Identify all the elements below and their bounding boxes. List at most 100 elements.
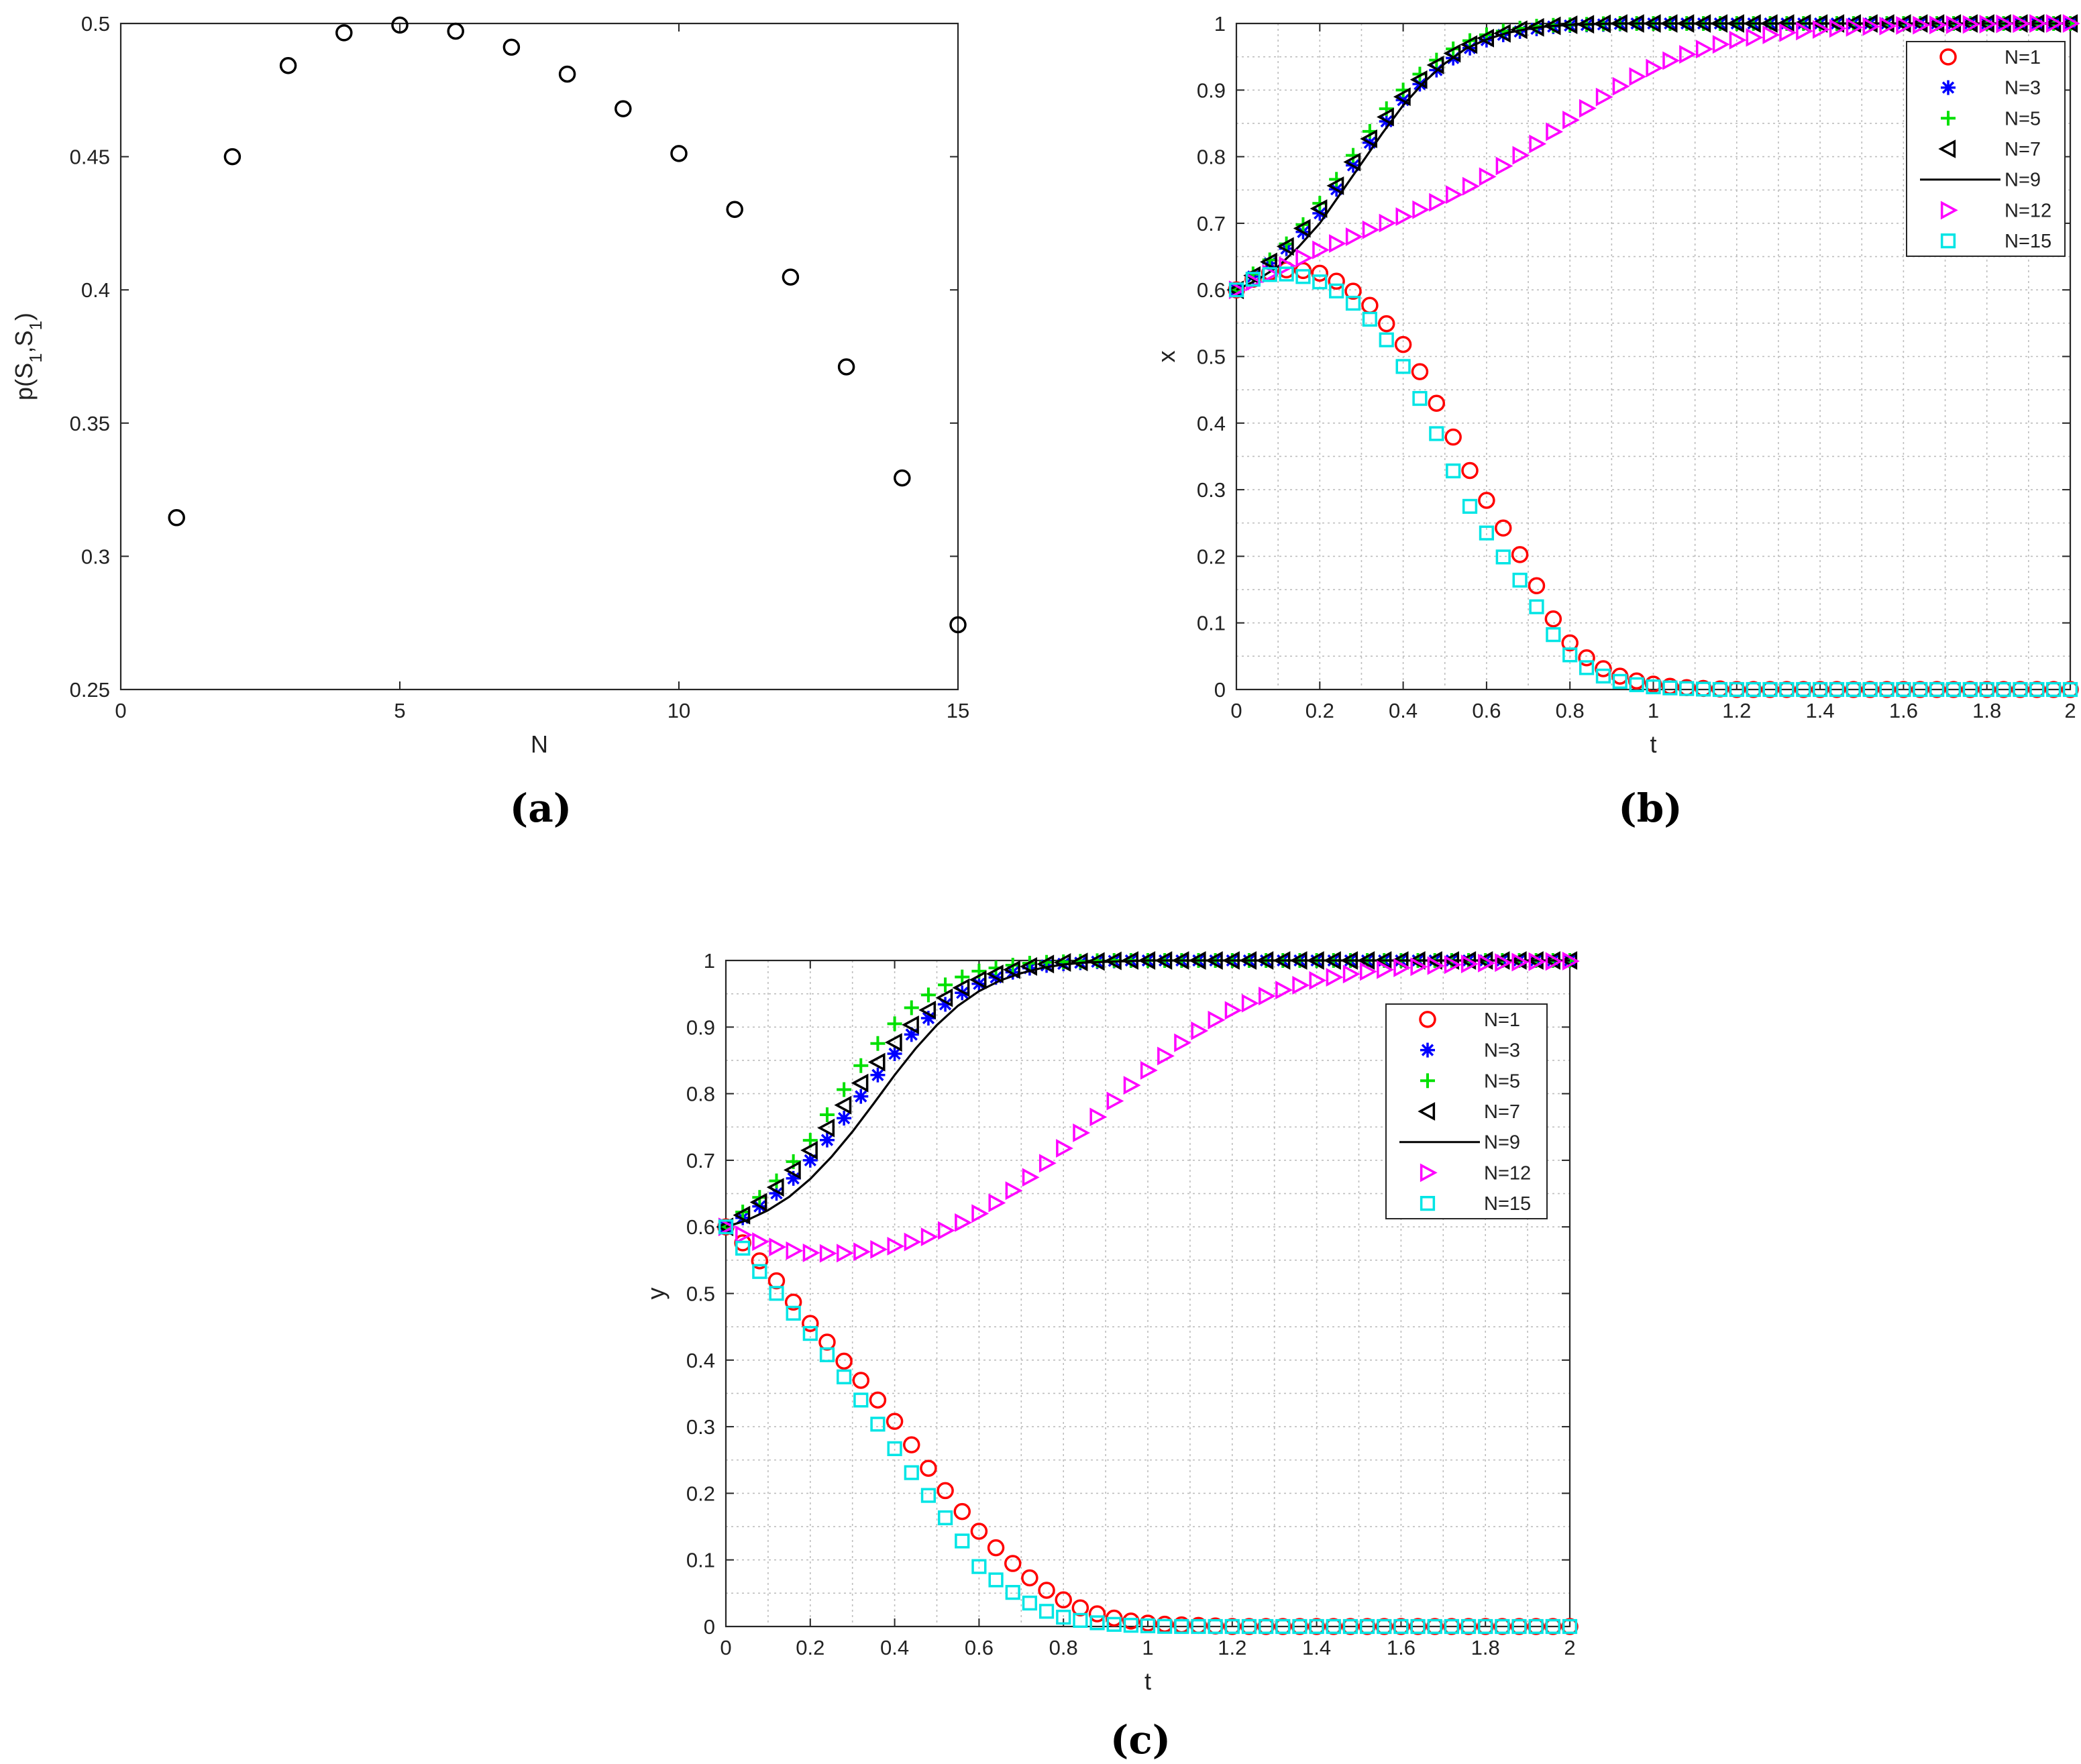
data-point [1379, 332, 1394, 347]
data-point [751, 1252, 769, 1270]
legend-marker [1938, 140, 1956, 158]
data-point [1829, 19, 1847, 38]
data-point [1579, 99, 1597, 118]
data-point [1174, 1033, 1192, 1052]
data-point [1712, 35, 1730, 54]
data-point [2062, 14, 2080, 33]
data-point [937, 1482, 954, 1500]
x-axis-label: N [531, 730, 548, 758]
data-point [1462, 498, 1478, 514]
data-point [1945, 681, 1962, 698]
data-point [1412, 390, 1428, 406]
legend-marker [1419, 1011, 1436, 1028]
data-point [988, 1193, 1006, 1213]
data-point [1073, 1612, 1088, 1628]
data-point [1106, 1616, 1122, 1632]
y-tick-label: 0.3 [1197, 478, 1226, 502]
data-point [1446, 185, 1463, 205]
legend-marker [1420, 1042, 1435, 1058]
data-point [1359, 962, 1377, 981]
data-point [1208, 1618, 1223, 1635]
data-point [1293, 219, 1311, 238]
data-point [870, 1036, 886, 1051]
data-point [1241, 1618, 1257, 1635]
series-n15 [1228, 266, 2078, 698]
data-point [1779, 23, 1797, 42]
data-point [786, 1305, 801, 1321]
data-point [1562, 952, 1580, 971]
x-axis-label: t [1650, 730, 1656, 758]
data-point [1073, 1123, 1091, 1142]
series-p [168, 16, 967, 634]
legend-label: N=3 [2005, 78, 2041, 99]
data-point [1762, 681, 1778, 698]
data-point [987, 1539, 1005, 1557]
y-tick-label: 0 [704, 1615, 715, 1639]
data-point [1996, 681, 2011, 698]
data-point [1395, 207, 1413, 226]
y-tick-label: 0.8 [1197, 146, 1226, 169]
data-point [887, 1016, 902, 1032]
data-point [1779, 681, 1795, 698]
data-point [733, 1205, 751, 1225]
data-point [969, 970, 987, 989]
data-point [1979, 15, 1997, 34]
data-point [749, 1193, 767, 1212]
data-point [1427, 1618, 1442, 1635]
data-point [1729, 681, 1744, 698]
data-point [1055, 1591, 1072, 1609]
data-point [1461, 461, 1479, 480]
data-point [1292, 1618, 1308, 1635]
data-point [1879, 681, 1895, 698]
legend-marker [1939, 48, 1957, 66]
y-tick-label: 0.5 [686, 1282, 715, 1306]
data-point [952, 978, 970, 997]
data-point [817, 1118, 835, 1138]
data-point [1495, 953, 1513, 973]
series-n15 [718, 1219, 1578, 1635]
data-point [168, 509, 185, 527]
data-layer [1226, 14, 2080, 698]
data-point [2046, 681, 2062, 698]
legend-box [1906, 41, 2066, 257]
data-point [2062, 681, 2078, 698]
y-tick-label: 0.9 [1197, 78, 1226, 102]
x-tick-label: 0 [720, 1636, 731, 1659]
data-point [1053, 953, 1071, 972]
y-tick-label: 0.3 [81, 545, 110, 568]
data-point [1295, 269, 1311, 284]
x-tick-label: 1.8 [1471, 1636, 1500, 1659]
legend-marker [1420, 1196, 1436, 1211]
data-point [1088, 1605, 1106, 1622]
data-point [1646, 679, 1661, 695]
data-point [1005, 1181, 1023, 1201]
x-tick-label: 15 [947, 699, 969, 722]
data-point [1762, 25, 1780, 44]
data-point [1896, 681, 1911, 698]
data-point [1746, 681, 1761, 698]
data-point [1279, 256, 1297, 276]
data-point [835, 1352, 853, 1370]
x-tick-label: 0.2 [1305, 699, 1334, 722]
data-point [1612, 76, 1630, 96]
data-point [802, 1243, 820, 1262]
chart-a: 0 5 10 15 0.25 0.3 0.35 0.4 0.45 0.5 Np(S1,S1) [10, 12, 969, 758]
data-point [870, 1239, 888, 1259]
data-point [1345, 295, 1361, 311]
data-point [1511, 952, 1530, 972]
x-tick-label: 0.8 [1049, 1636, 1078, 1659]
data-point [1191, 1021, 1209, 1040]
panel-label: (c) [1110, 1717, 1171, 1763]
legend-label: N=5 [1484, 1070, 1520, 1092]
data-point [1309, 971, 1327, 990]
data-point [938, 977, 953, 993]
y-tick-label: 0.35 [70, 412, 110, 435]
data-point [447, 22, 464, 40]
data-point [1157, 1046, 1175, 1066]
data-point [1377, 107, 1394, 127]
data-point [1495, 1618, 1510, 1635]
data-point [1544, 610, 1562, 628]
data-point [1208, 1010, 1226, 1030]
y-tick-label: 0.7 [1197, 212, 1226, 235]
data-point [1393, 958, 1411, 977]
